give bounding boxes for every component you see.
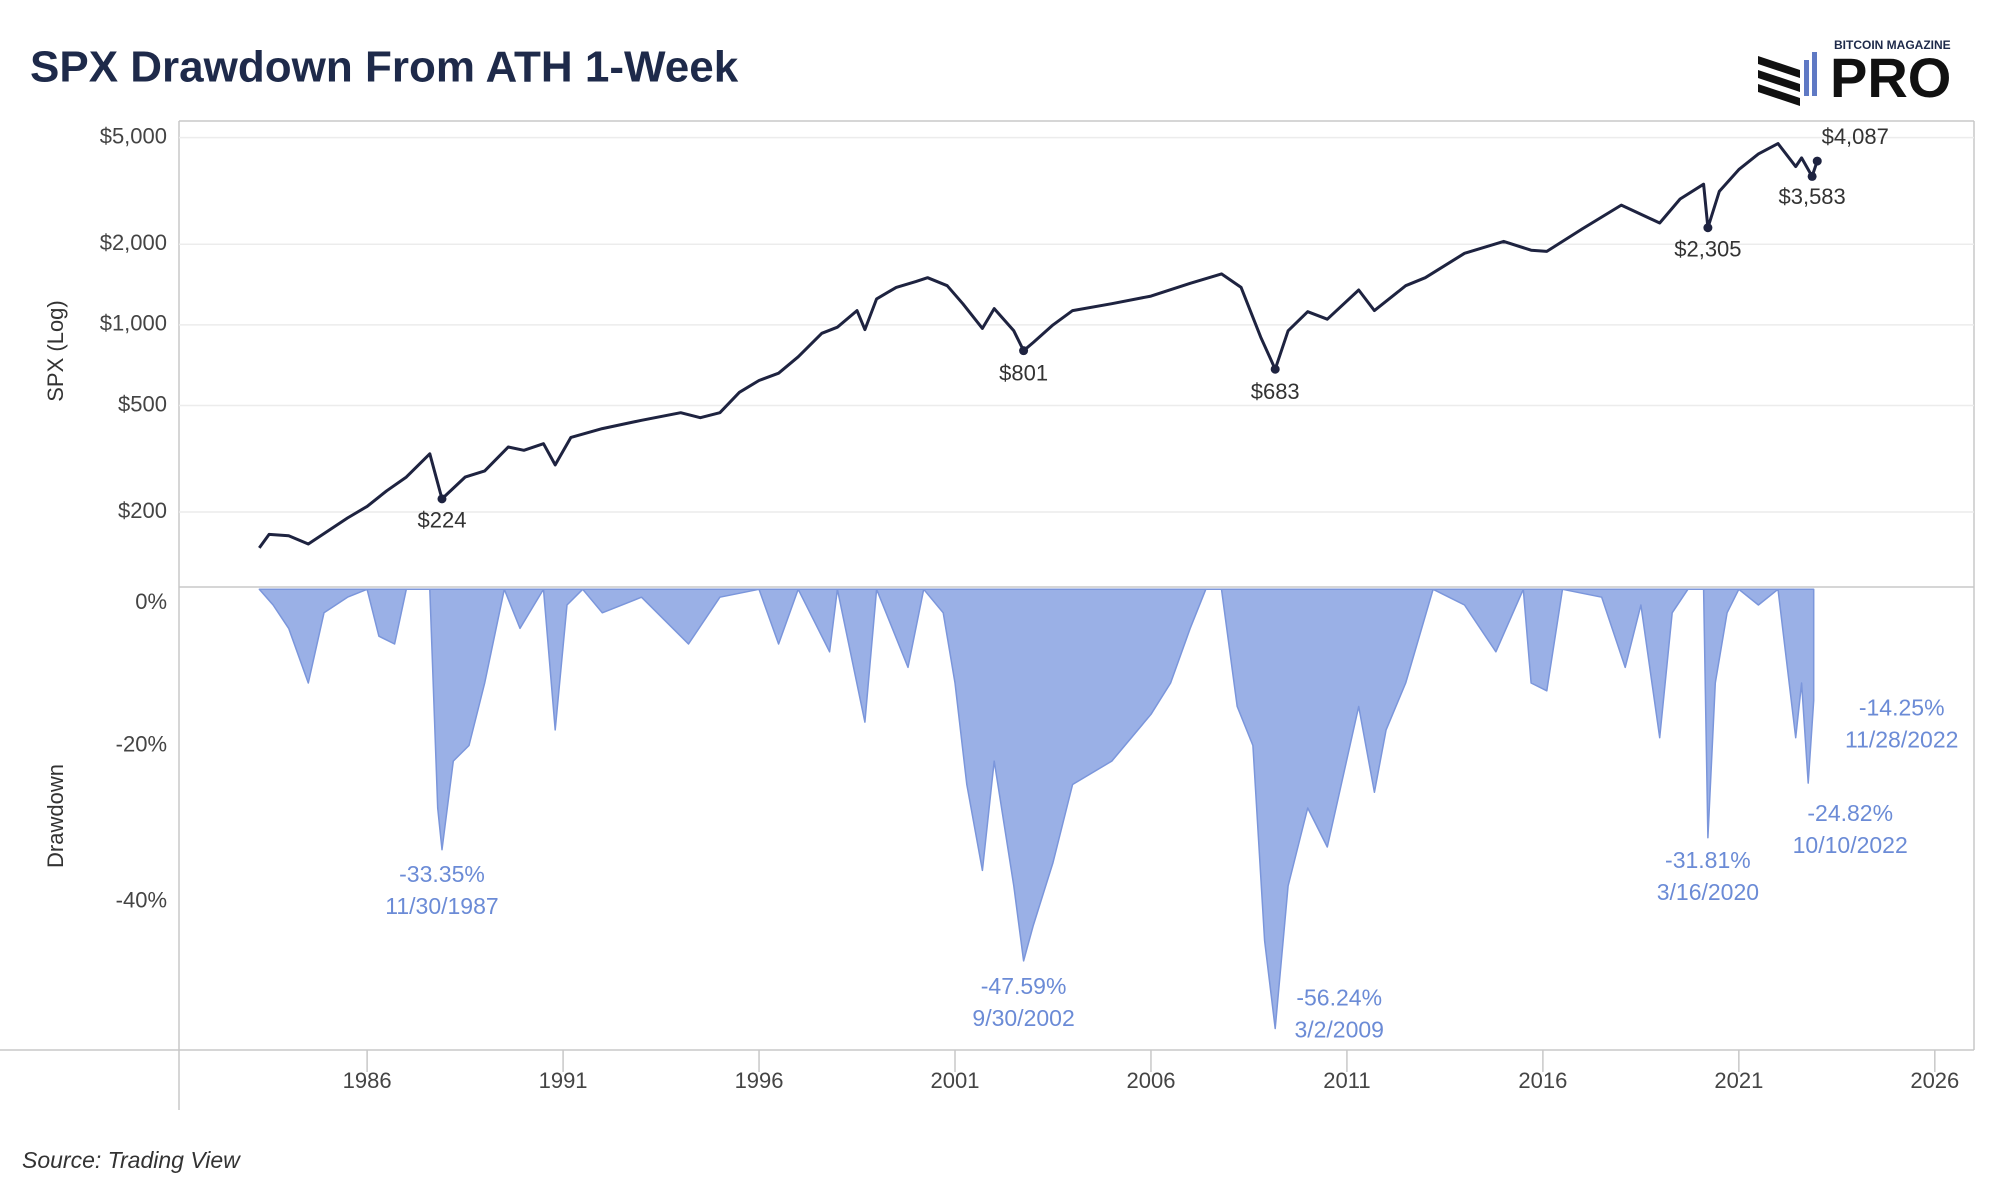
- x-tick-label: 2011: [1323, 1068, 1370, 1093]
- annotation-date: 10/10/2022: [1793, 832, 1908, 858]
- y-axis-title: SPX (Log): [43, 300, 68, 402]
- chart-title: SPX Drawdown From ATH 1-Week: [30, 43, 739, 92]
- annotation-label: $224: [418, 508, 467, 533]
- annotation-label: -33.35%: [399, 861, 485, 887]
- annotation-date: 3/16/2020: [1657, 879, 1759, 905]
- y-tick-label: $200: [118, 498, 167, 523]
- x-tick-label: 1996: [735, 1068, 784, 1093]
- drawdown-area: [258, 588, 1815, 1030]
- annotation-date: 3/2/2009: [1294, 1017, 1384, 1043]
- annotation-label: $801: [999, 360, 1048, 385]
- y-tick-label: -20%: [116, 731, 167, 756]
- x-tick-label: 2001: [931, 1068, 980, 1093]
- annotation-point: [1807, 171, 1817, 181]
- price-line: [258, 142, 1819, 549]
- annotation-point: [437, 494, 447, 504]
- y-tick-label: 0%: [135, 589, 167, 614]
- annotation-label: $683: [1251, 379, 1300, 404]
- x-tick-label: 2021: [1714, 1068, 1763, 1093]
- annotation-label: $3,583: [1778, 184, 1845, 209]
- annotation-date: 11/28/2022: [1845, 727, 1958, 753]
- annotation-point: [1019, 346, 1029, 356]
- x-tick-label: 2006: [1126, 1068, 1175, 1093]
- annotation-label: -24.82%: [1807, 800, 1893, 826]
- annotation-label: $2,305: [1674, 237, 1741, 262]
- x-tick-label: 2016: [1518, 1068, 1567, 1093]
- x-tick-label: 1986: [343, 1068, 392, 1093]
- annotation-point: [1270, 364, 1280, 374]
- frame: [0, 120, 1975, 1110]
- annotation-label: $4,087: [1822, 124, 1889, 149]
- source: Source: Trading View: [22, 1147, 241, 1173]
- x-tick-label: 2026: [1910, 1068, 1959, 1093]
- logo-icon: [1758, 52, 1817, 106]
- y-tick-label: $1,000: [100, 311, 167, 336]
- y-tick-label: -40%: [116, 887, 167, 912]
- logo: BITCOIN MAGAZINE PRO: [1758, 38, 1951, 109]
- annotation-label: -47.59%: [981, 973, 1067, 999]
- y-axis-title: Drawdown: [43, 764, 68, 868]
- y-tick-label: $2,000: [100, 230, 167, 255]
- annotation-date: 11/30/1987: [385, 893, 498, 919]
- annotation-label: -31.81%: [1665, 847, 1751, 873]
- annotation-point: [1703, 223, 1713, 233]
- logo-top: BITCOIN MAGAZINE: [1834, 38, 1951, 52]
- annotation-date: 9/30/2002: [972, 1005, 1074, 1031]
- logo-main: PRO: [1830, 46, 1951, 109]
- annotation-label: -14.25%: [1859, 695, 1945, 721]
- y-tick-label: $5,000: [100, 123, 167, 148]
- x-tick-label: 1991: [539, 1068, 588, 1093]
- annotation-label: -56.24%: [1296, 985, 1382, 1011]
- y-tick-label: $500: [118, 391, 167, 416]
- annotation-point: [1812, 156, 1822, 166]
